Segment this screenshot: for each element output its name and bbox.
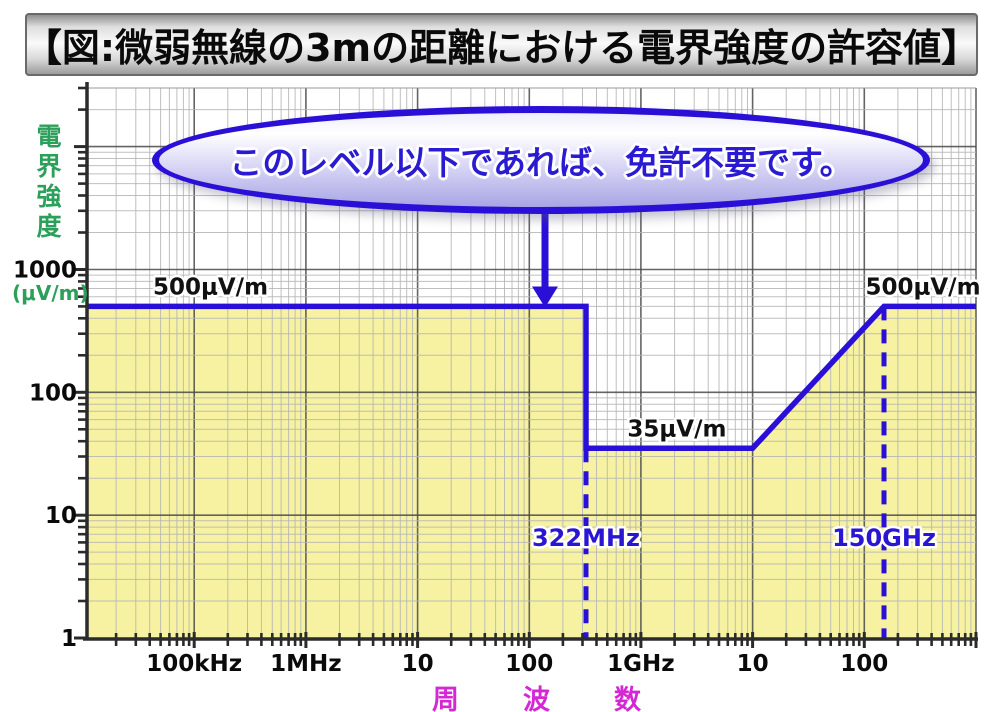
marker-150ghz-label: 150GHz xyxy=(832,524,936,552)
x-tick-label: 100 xyxy=(840,651,888,677)
y-tick-label: 1000 xyxy=(13,258,77,284)
y-axis-unit: (μV/m) xyxy=(12,281,89,305)
figure-title: 【図:微弱無線の3mの距離における電界強度の許容値】 xyxy=(24,13,979,76)
y-tick-label: 10 xyxy=(45,503,77,529)
y-axis-title: 電 界 強 度 xyxy=(36,122,62,241)
license-callout-text: このレベル以下であれば、免許不要です。 xyxy=(229,143,853,182)
x-tick-label: 10 xyxy=(737,651,769,677)
license-callout: このレベル以下であれば、免許不要です。 xyxy=(152,106,930,214)
callout-arrow-head xyxy=(532,286,558,308)
marker-322mhz-label: 322MHz xyxy=(532,524,640,552)
x-tick-label: 1GHz xyxy=(607,651,675,677)
x-axis-title: 周波数 xyxy=(432,685,705,712)
y-tick-label: 100 xyxy=(29,380,77,406)
allowed-region-fill xyxy=(88,306,976,638)
x-tick-label: 100kHz xyxy=(146,651,242,677)
x-tick-label: 10 xyxy=(402,651,434,677)
x-tick-label: 100 xyxy=(505,651,553,677)
mid-35-label: 35μV/m xyxy=(627,416,726,442)
limit-line xyxy=(88,303,976,452)
right-500-label: 500μV/m xyxy=(865,274,980,300)
x-tick-label: 1MHz xyxy=(270,651,342,677)
left-500-label: 500μV/m xyxy=(153,274,268,300)
y-tick-label: 1 xyxy=(61,626,77,652)
